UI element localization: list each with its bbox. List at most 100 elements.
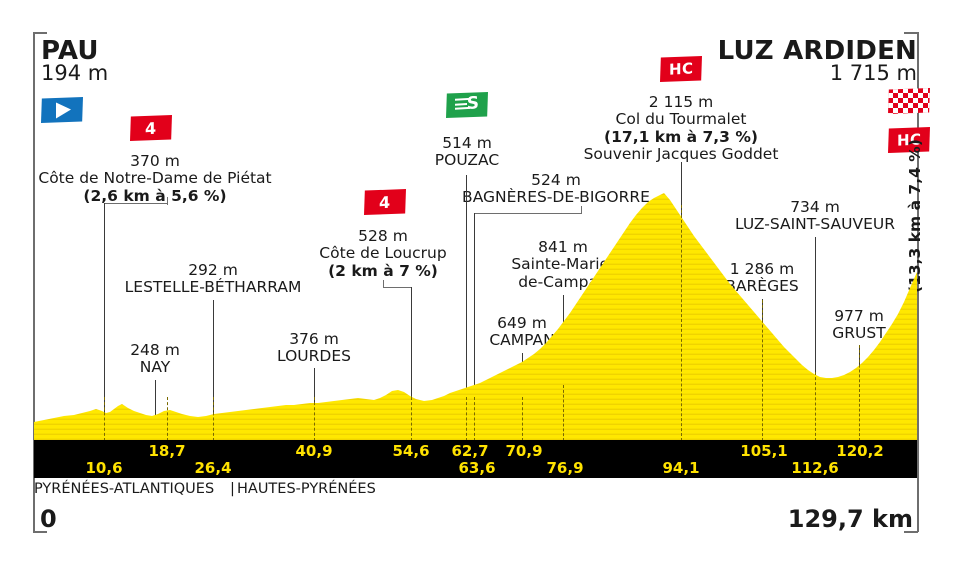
label-lourdes: 376 m LOURDES xyxy=(277,330,351,366)
start-city-name: PAU xyxy=(41,36,99,66)
department-pyrenees-atlantiques: PYRÉNÉES-ATLANTIQUES xyxy=(34,481,215,497)
label-gradient: (2 km à 7 %) xyxy=(328,261,438,280)
hc-marker-luz-ardiden: HC xyxy=(888,127,930,153)
label-elevation: 524 m xyxy=(531,171,581,189)
distance-start: 0 xyxy=(40,505,57,533)
finish-city-altitude: 1 715 m xyxy=(829,61,917,85)
label-nay: 248 m NAY xyxy=(130,341,180,377)
label-elevation: 528 m xyxy=(358,227,408,245)
label-name: LOURDES xyxy=(277,347,351,366)
label-name: BARÈGES xyxy=(725,277,799,296)
label-elevation: 841 m xyxy=(538,238,588,256)
tick-63-6 xyxy=(474,397,475,441)
label-name: Col du Tourmalet xyxy=(615,110,747,129)
label-elevation: 1 286 m xyxy=(729,260,795,278)
finish-flag-icon xyxy=(888,88,930,114)
km-mark-26-4: 26,4 xyxy=(194,459,232,477)
label-gradient: (2,6 km à 5,6 %) xyxy=(83,186,227,205)
km-mark-105-1: 105,1 xyxy=(740,442,788,460)
tick-26-4 xyxy=(213,397,214,441)
elevation-profile-area xyxy=(34,180,917,440)
leader-loucrup-elbow xyxy=(383,287,412,289)
label-bareges: 1 286 m BARÈGES xyxy=(725,260,799,296)
km-mark-10-6: 10,6 xyxy=(85,459,123,477)
leader-notre-dame-elbow xyxy=(104,203,168,205)
label-gradient: (17,1 km à 7,3 %) xyxy=(604,127,758,146)
department-separator: | xyxy=(230,481,235,497)
label-elevation: 649 m xyxy=(497,314,547,332)
start-flag-icon xyxy=(41,97,83,123)
hc-marker-tourmalet: HC xyxy=(660,56,702,82)
label-name: CAMPAN xyxy=(489,331,555,350)
label-elevation: 734 m xyxy=(790,198,840,216)
label-sainte-marie-de-campan: 841 m Sainte-Marie- de-Campan xyxy=(511,238,614,291)
label-elevation: 977 m xyxy=(834,307,884,325)
cat4-marker-loucrup: 4 xyxy=(364,189,406,215)
label-name-line2: de-Campan xyxy=(518,272,608,291)
leader-pouzac xyxy=(466,175,468,421)
leader-lourdes xyxy=(314,368,316,424)
km-mark-18-7: 18,7 xyxy=(148,442,186,460)
tick-70-9 xyxy=(522,397,523,441)
leader-bagneres-elbow xyxy=(474,213,582,215)
distance-total: 129,7 km xyxy=(787,505,913,533)
label-grust: 977 m GRUST xyxy=(832,307,886,343)
label-lestelle-betharram: 292 m LESTELLE-BÉTHARRAM xyxy=(124,261,302,297)
label-elevation: 2 115 m xyxy=(648,93,714,111)
label-name: BAGNÈRES-DE-BIGORRE xyxy=(462,188,650,207)
tick-10-6 xyxy=(104,397,105,441)
start-city-altitude: 194 m xyxy=(41,61,109,85)
frame-corner-bottom-right xyxy=(904,531,918,533)
leader-bagneres-stub xyxy=(581,206,583,214)
label-name: LUZ-SAINT-SAUVEUR xyxy=(735,215,895,234)
elevation-profile-svg xyxy=(34,193,917,440)
label-elevation: 376 m xyxy=(289,330,339,348)
label-name: GRUST xyxy=(832,324,886,343)
km-mark-94-1: 94,1 xyxy=(662,459,700,477)
km-mark-120-2: 120,2 xyxy=(836,442,884,460)
cat4-marker-notre-dame: 4 xyxy=(130,115,172,141)
label-name: Côte de Loucrup xyxy=(319,244,447,263)
department-row: PYRÉNÉES-ATLANTIQUES | HAUTES-PYRÉNÉES xyxy=(34,481,917,503)
label-luz-saint-sauveur: 734 m LUZ-SAINT-SAUVEUR xyxy=(735,198,895,234)
tick-54-6 xyxy=(411,397,412,441)
km-mark-40-9: 40,9 xyxy=(295,442,333,460)
km-mark-70-9: 70,9 xyxy=(505,442,543,460)
label-elevation: 292 m xyxy=(188,261,238,279)
km-mark-112-6: 112,6 xyxy=(791,459,839,477)
km-mark-54-6: 54,6 xyxy=(392,442,430,460)
tick-62-7 xyxy=(466,397,467,441)
label-bagneres-de-bigorre: 524 m BAGNÈRES-DE-BIGORRE xyxy=(462,171,650,207)
frame-right-rule xyxy=(917,32,919,532)
leader-notre-dame-stub xyxy=(167,197,169,205)
label-souvenir: Souvenir Jacques Goddet xyxy=(583,145,779,164)
km-mark-76-9: 76,9 xyxy=(546,459,584,477)
label-elevation: 370 m xyxy=(130,152,180,170)
label-pouzac: 514 m POUZAC xyxy=(434,134,500,170)
km-mark-63-6: 63,6 xyxy=(458,459,496,477)
leader-bagneres-de-bigorre xyxy=(474,213,476,421)
frame-corner-top-left xyxy=(33,32,47,34)
label-campan: 649 m CAMPAN xyxy=(489,314,555,350)
frame-corner-top-right xyxy=(904,32,918,34)
sprint-marker-pouzac: S xyxy=(446,92,488,118)
label-notre-dame: 370 m Côte de Notre-Dame de Piétat (2,6 … xyxy=(38,152,272,205)
frame-corner-bottom-left xyxy=(33,531,47,533)
finish-city-name: LUZ ARDIDEN xyxy=(717,36,917,66)
label-name: Côte de Notre-Dame de Piétat xyxy=(38,169,272,188)
leader-luz-saint-sauveur xyxy=(815,237,817,422)
label-name: LESTELLE-BÉTHARRAM xyxy=(124,278,302,297)
distance-row: 0 129,7 km xyxy=(34,505,917,533)
tick-120-2 xyxy=(859,345,860,441)
leader-loucrup xyxy=(411,287,413,420)
tick-76-9 xyxy=(563,385,564,441)
label-elevation: 514 m xyxy=(442,134,492,152)
label-col-du-tourmalet: 2 115 m Col du Tourmalet (17,1 km à 7,3 … xyxy=(583,93,779,164)
tick-112-6 xyxy=(815,372,816,441)
department-hautes-pyrenees: HAUTES-PYRÉNÉES xyxy=(237,481,376,497)
label-name: POUZAC xyxy=(434,151,500,170)
leader-lestelle-betharram xyxy=(213,300,215,424)
leader-loucrup-stub xyxy=(383,280,385,288)
label-name: NAY xyxy=(139,358,171,377)
